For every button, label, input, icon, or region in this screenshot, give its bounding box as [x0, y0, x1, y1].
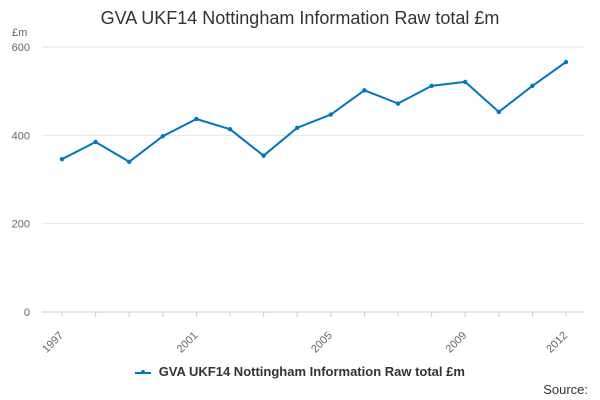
- data-point[interactable]: [59, 156, 65, 162]
- data-point[interactable]: [93, 139, 98, 145]
- data-point[interactable]: [496, 109, 501, 115]
- data-point[interactable]: [563, 59, 569, 65]
- data-point[interactable]: [194, 116, 199, 122]
- data-point[interactable]: [295, 125, 300, 131]
- chart-title: GVA UKF14 Nottingham Information Raw tot…: [100, 8, 500, 28]
- data-point[interactable]: [429, 83, 434, 89]
- legend[interactable]: GVA UKF14 Nottingham Information Raw tot…: [0, 364, 600, 379]
- data-point[interactable]: [362, 88, 367, 93]
- y-tick-label: 200: [12, 219, 30, 231]
- x-tick-label: 2009: [444, 330, 470, 356]
- x-tick-label: 2012: [544, 330, 570, 356]
- data-point[interactable]: [530, 83, 535, 89]
- y-tick-label: 400: [12, 130, 30, 142]
- y-axis-label: £m: [12, 27, 27, 39]
- x-tick-label: 1997: [40, 330, 66, 356]
- data-point[interactable]: [160, 134, 165, 139]
- data-point[interactable]: [261, 153, 266, 158]
- gridlines: [42, 46, 584, 225]
- series: [59, 59, 569, 165]
- series-line: [61, 61, 567, 163]
- data-point[interactable]: [328, 112, 333, 117]
- legend-label: GVA UKF14 Nottingham Information Raw tot…: [158, 364, 465, 379]
- x-tick-labels: 1997 2001 2005 2009 2012: [40, 312, 570, 355]
- y-tick-label: 600: [12, 42, 30, 54]
- data-point[interactable]: [463, 79, 468, 85]
- x-tick-label: 2001: [175, 330, 201, 356]
- source-label: Source:: [543, 382, 588, 397]
- x-tick-label: 2005: [309, 330, 335, 356]
- data-point[interactable]: [395, 101, 401, 106]
- y-tick-labels: 0 200 400 600: [12, 42, 30, 319]
- data-point[interactable]: [227, 126, 233, 132]
- data-point[interactable]: [127, 159, 132, 165]
- y-tick-label: 0: [24, 307, 30, 319]
- legend-line-icon: [135, 370, 152, 375]
